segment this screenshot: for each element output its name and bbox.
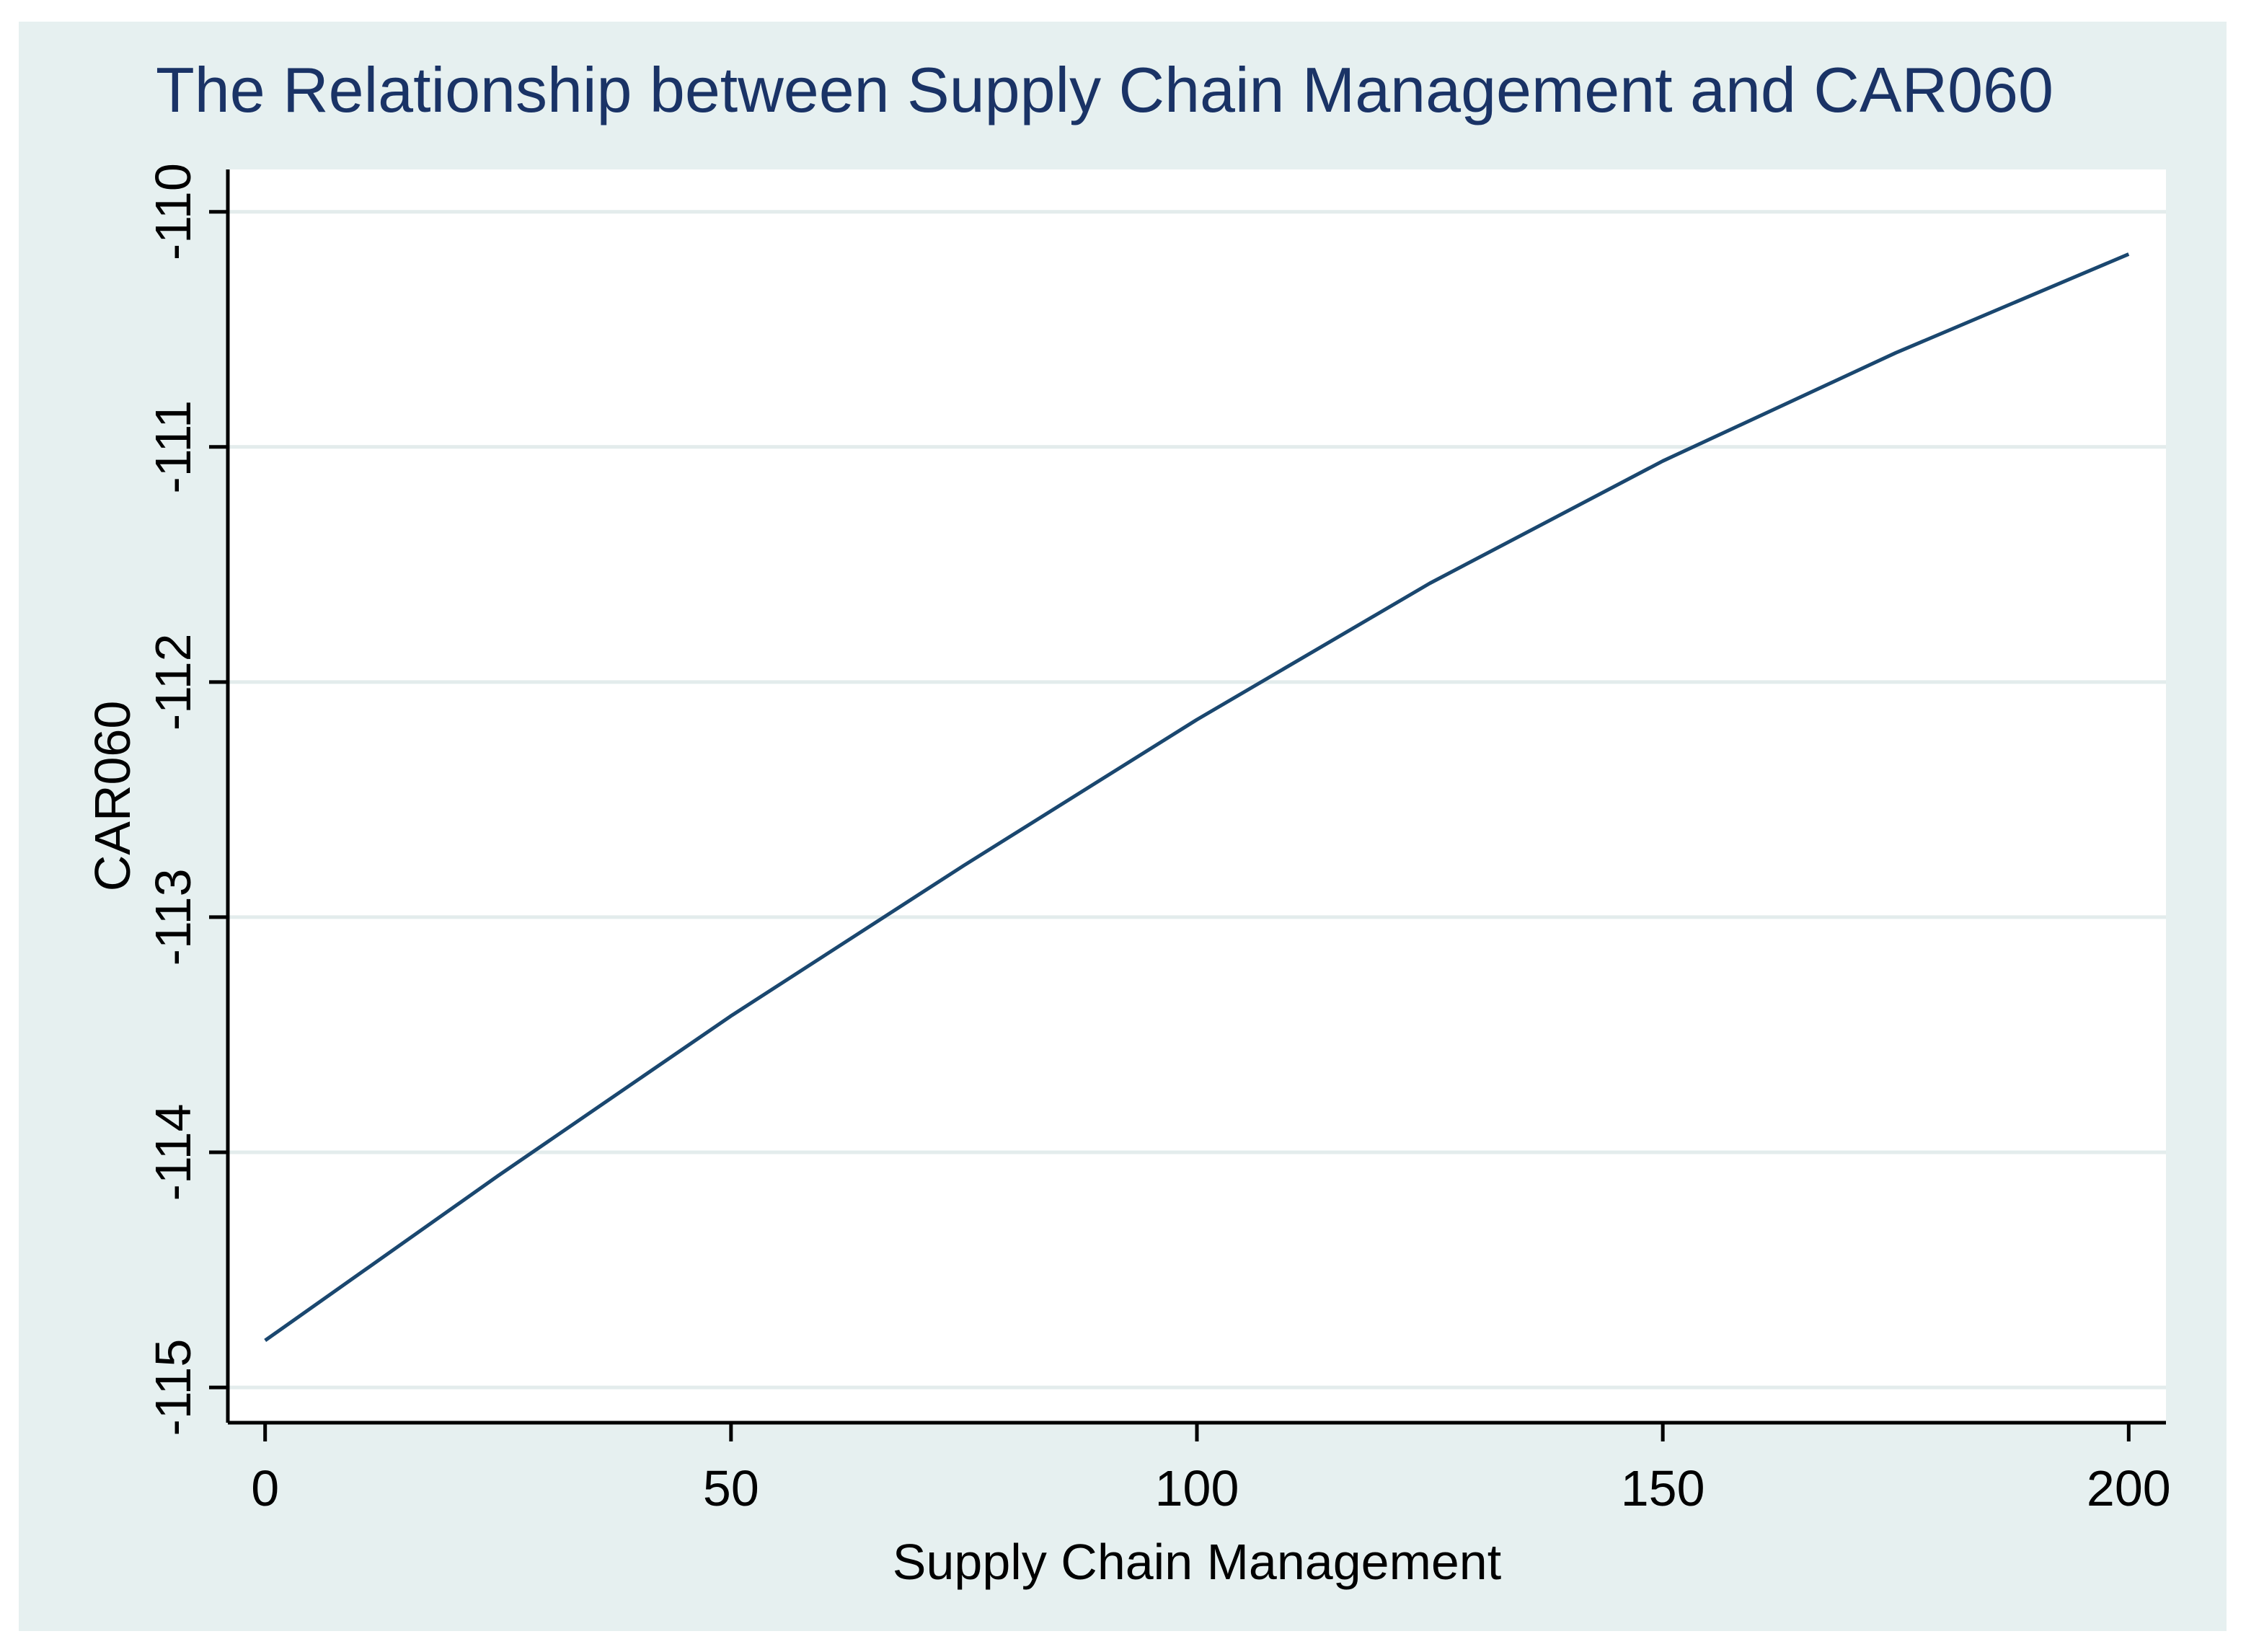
x-axis-label: Supply Chain Management [893, 1534, 1501, 1590]
y-axis-ticks: -115 -114 -113 -112 -111 -110 [145, 163, 228, 1436]
y-tick-label: -110 [145, 163, 201, 260]
series-group [264, 252, 2130, 1342]
y-axis-label: CAR060 [84, 701, 141, 892]
x-tick-label: 0 [251, 1460, 279, 1516]
chart-frame: The Relationship between Supply Chain Ma… [19, 22, 2227, 1631]
x-axis-ticks: 0 50 100 150 200 [251, 1423, 2171, 1516]
y-tick-label: -112 [145, 633, 201, 730]
chart-svg: The Relationship between Supply Chain Ma… [84, 54, 2171, 1590]
x-tick-label: 100 [1155, 1460, 1239, 1516]
y-tick-label: -115 [145, 1339, 201, 1436]
gridlines [228, 210, 2166, 1390]
x-tick-label: 50 [703, 1460, 759, 1516]
y-tick-label: -111 [145, 400, 201, 494]
plot-area [228, 169, 2166, 1423]
x-tick-label: 150 [1621, 1460, 1705, 1516]
y-tick-label: -114 [145, 1104, 201, 1201]
chart-title: The Relationship between Supply Chain Ma… [156, 54, 2053, 125]
x-tick-label: 200 [2087, 1460, 2171, 1516]
series-line [264, 252, 2130, 1342]
y-tick-label: -113 [145, 868, 201, 966]
